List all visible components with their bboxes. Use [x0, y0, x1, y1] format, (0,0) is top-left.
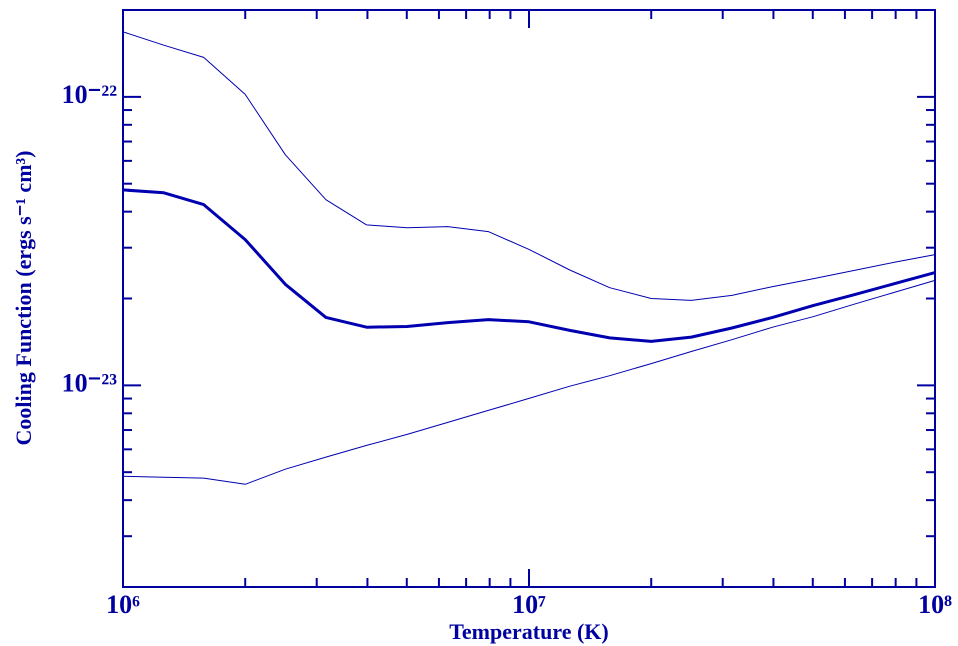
- y-tick-label: 10⁻²²: [62, 80, 118, 109]
- x-axis-label: Temperature (K): [449, 619, 608, 644]
- y-tick-label: 10⁻²³: [62, 368, 118, 397]
- line: [122, 31, 936, 301]
- line: [122, 279, 936, 485]
- x-tick-label: 10⁷: [512, 590, 546, 619]
- y-axis-label: Cooling Function (ergs s⁻¹ cm³): [11, 151, 36, 446]
- plot-frame: [122, 9, 936, 588]
- x-tick-label: 10⁶: [106, 590, 140, 619]
- line: [122, 188, 936, 343]
- x-tick-label: 10⁸: [918, 590, 952, 619]
